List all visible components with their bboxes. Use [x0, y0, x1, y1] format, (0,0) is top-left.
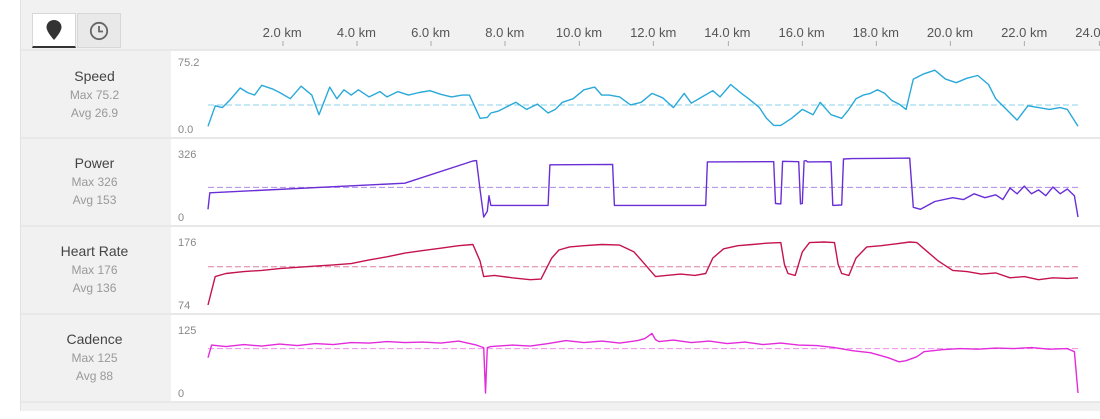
power-max: Max 326	[71, 175, 118, 189]
heart-rate-y-tick-label: 176	[178, 237, 196, 249]
power-y-tick-label: 326	[178, 149, 196, 161]
distance-tick-label: 14.0 km	[704, 25, 751, 46]
cadence-y-tick-label: 125	[178, 325, 196, 337]
speed-y-tick-label: 0.0	[178, 124, 193, 136]
distance-tick-label: 22.0 km	[1001, 25, 1047, 46]
speed-avg: Avg 26.9	[70, 106, 119, 120]
heart-rate-title: Heart Rate	[60, 243, 129, 259]
heart-rate-max: Max 176	[71, 263, 118, 277]
distance-tick-label: 18.0 km	[853, 25, 899, 46]
power-title: Power	[74, 155, 115, 171]
distance-tick-label: 4.0 km	[337, 25, 376, 46]
speed-max: Max 75.2	[69, 88, 120, 102]
speed-series-line	[207, 69, 1079, 127]
distance-axis: 2.0 km 4.0 km 6.0 km 8.0 km 10.0 km 12.0 km 14…	[21, 18, 1100, 48]
speed-label-block: Speed Max 75.2 Avg 26.9	[21, 68, 168, 120]
power-series-line	[207, 157, 1079, 218]
clock-icon	[89, 21, 109, 40]
distance-mode-button[interactable]	[32, 13, 76, 48]
power-plot-area[interactable]	[171, 139, 1100, 225]
distance-tick-label: 12.0 km	[630, 25, 676, 46]
row-divider	[21, 225, 1100, 227]
time-mode-button[interactable]	[77, 13, 121, 48]
speed-plot-area[interactable]	[171, 51, 1100, 137]
heart-rate-label-block: Heart Rate Max 176 Avg 136	[21, 243, 168, 295]
distance-tick-label: 8.0 km	[485, 25, 524, 46]
distance-tick-label: 24.0 km	[1075, 25, 1100, 46]
distance-tick-label: 2.0 km	[263, 25, 302, 46]
distance-tick-label: 20.0 km	[927, 25, 973, 46]
power-avg: Avg 153	[72, 193, 117, 207]
row-divider	[21, 313, 1100, 315]
distance-tick-label: 16.0 km	[778, 25, 825, 46]
toolbar	[21, 13, 1100, 48]
power-y-tick-label: 0	[178, 212, 184, 224]
heart-rate-series-line	[207, 241, 1079, 306]
cadence-series-line	[207, 332, 1079, 394]
cadence-label-block: Cadence Max 125 Avg 88	[21, 331, 168, 383]
cadence-avg: Avg 88	[75, 369, 114, 383]
cadence-title: Cadence	[66, 331, 123, 347]
heart-rate-y-tick-label: 74	[178, 300, 190, 312]
elevation-analysis-panel: 2.0 km 4.0 km 6.0 km 8.0 km 10.0 km 12.0 km 14…	[20, 0, 1100, 411]
row-divider	[21, 137, 1100, 139]
cadence-y-tick-label: 0	[178, 388, 184, 400]
cadence-plot-area[interactable]	[171, 315, 1100, 401]
distance-tick-label: 10.0 km	[556, 25, 602, 46]
distance-tick-label: 6.0 km	[411, 25, 450, 46]
row-divider	[21, 49, 1100, 51]
heart-rate-avg: Avg 136	[72, 281, 117, 295]
row-divider	[21, 401, 1100, 403]
cadence-max: Max 125	[71, 351, 118, 365]
speed-y-tick-label: 75.2	[178, 57, 199, 69]
power-label-block: Power Max 326 Avg 153	[21, 155, 168, 207]
speed-title: Speed	[74, 68, 115, 84]
map-pin-icon	[46, 20, 62, 40]
metric-charts: 75.2 0.0 326 0 176 74 125 0	[178, 57, 1079, 400]
heart-rate-plot-area[interactable]	[171, 227, 1100, 313]
